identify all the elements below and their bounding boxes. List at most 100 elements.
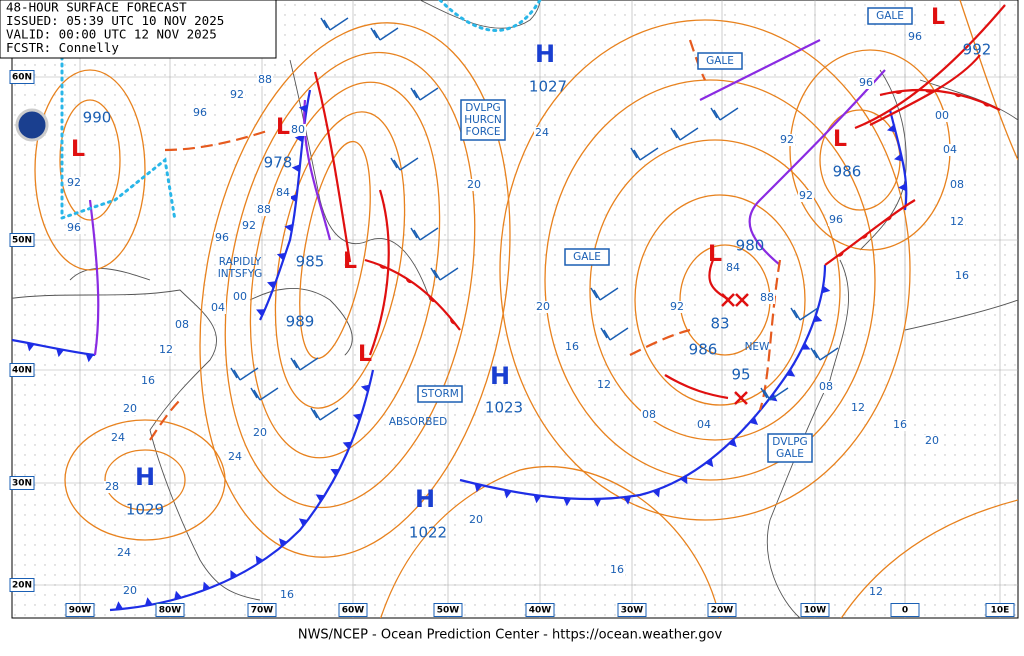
wind-barb: [430, 267, 459, 281]
low-symbol: L: [71, 137, 85, 162]
warm-front-pip: [450, 318, 456, 325]
warning-box: [867, 7, 913, 25]
isobar-label-bg: [949, 216, 965, 228]
cold-front-pip: [202, 581, 211, 591]
isobar-label: 88: [257, 203, 271, 216]
cold-front-pip: [360, 384, 370, 393]
cold-front-pip: [256, 309, 266, 317]
latitude-label: 50N: [12, 236, 32, 246]
wind-barb: [310, 407, 339, 421]
isobar-label: 20: [123, 584, 137, 597]
fronts: [12, 4, 1006, 612]
warning-text: DVLPG: [465, 102, 500, 114]
footer: NWS/NCEP - Ocean Prediction Center - htt…: [298, 628, 723, 643]
latitude-box: [9, 233, 35, 247]
cold-front-pip: [533, 494, 542, 504]
cold-front-pip: [288, 194, 297, 203]
cold-front-pip: [230, 569, 238, 579]
longitude-box: [247, 603, 277, 617]
longitude-box: [433, 603, 463, 617]
warning-box: [697, 52, 743, 70]
front-symbols: [26, 17, 991, 610]
latitude-box: [9, 476, 35, 490]
latitude-label: 40N: [12, 366, 32, 376]
cold-front-pip: [679, 475, 688, 485]
longitude-label: 30W: [621, 606, 644, 616]
warm-front-pip: [837, 251, 844, 257]
high-pressure: 1022: [409, 524, 447, 542]
forecast-x: [734, 391, 748, 405]
wind-barb: [790, 307, 819, 321]
isobar-label: 24: [228, 450, 242, 463]
wind-barb: [710, 107, 739, 121]
longitude-box: [65, 603, 95, 617]
wind-barb: [230, 367, 259, 381]
header-line: FCSTR: Connelly: [6, 40, 119, 55]
warning-text: GALE: [776, 448, 804, 460]
isobar-label-bg: [850, 402, 866, 414]
isobar-label: 96: [67, 221, 81, 234]
isobar-label-bg: [596, 379, 612, 391]
wind-barb: [410, 87, 439, 101]
high-symbol: H: [135, 463, 155, 491]
isobar-label: 20: [925, 434, 939, 447]
longitude-label: 10E: [991, 606, 1010, 616]
cold-front-pip: [898, 183, 907, 192]
low-symbol: L: [708, 242, 722, 267]
isobar-label-bg: [949, 179, 965, 191]
cold-front-pip: [115, 601, 124, 610]
isobar-label: 16: [955, 269, 969, 282]
warning-box: [417, 385, 463, 403]
latitude-label: 30N: [12, 479, 32, 489]
isobar-label: 08: [819, 380, 833, 393]
warning-box: [460, 99, 506, 141]
isobar-label-bg: [241, 220, 257, 232]
isobar-label-bg: [158, 344, 174, 356]
high-pressure: 1027: [529, 78, 567, 96]
wind-barb: [250, 387, 279, 401]
cold-front-pip: [144, 597, 153, 606]
cold-front-pip: [298, 518, 308, 527]
longitude-box: [617, 603, 647, 617]
isobar-label: 84: [726, 261, 740, 274]
warm-front-pip: [429, 296, 436, 303]
isobar-label-bg: [110, 432, 126, 444]
isobar-label-bg: [210, 302, 226, 314]
isobar-label-bg: [954, 270, 970, 282]
isobar-label: 16: [280, 588, 294, 601]
isobar-label-bg: [257, 74, 273, 86]
cold-front-pip: [255, 555, 264, 565]
isobars: [34, 0, 1018, 618]
forecast-pressure: 986: [689, 341, 718, 359]
isobar-label: 20: [123, 402, 137, 415]
isobar-label: 20: [536, 300, 550, 313]
wind-barb: [600, 327, 629, 341]
longitude-box: [338, 603, 368, 617]
annotation: INTSFYG: [218, 268, 263, 280]
isobar-label-bg: [696, 419, 712, 431]
cold-front-pip: [330, 469, 340, 477]
isobar-label-bg: [122, 403, 138, 415]
low-symbol: L: [833, 127, 847, 152]
ice-edge: [438, 0, 542, 32]
wind-barb: [590, 287, 619, 301]
cold-front-pip: [291, 164, 301, 173]
wind-barb: [410, 227, 439, 241]
longitude-label: 20W: [711, 606, 734, 616]
isobar-label-bg: [828, 214, 844, 226]
isobar-label: 24: [111, 431, 125, 444]
longitude-label: 40W: [529, 606, 552, 616]
warning-box: [767, 433, 813, 463]
cold-front-pip: [728, 438, 737, 448]
cold-front-pip: [652, 488, 661, 498]
isobar-label: 92: [799, 189, 813, 202]
latitude-box: [9, 70, 35, 84]
cold-front-pip: [342, 441, 352, 450]
isobar-label-bg: [174, 319, 190, 331]
cold-front-pip: [503, 489, 512, 499]
warning-text: GALE: [876, 10, 904, 22]
warning-box: [564, 248, 610, 266]
isobar-label-bg: [66, 177, 82, 189]
isobar-label: 00: [935, 109, 949, 122]
warm-front-pip: [909, 200, 915, 204]
